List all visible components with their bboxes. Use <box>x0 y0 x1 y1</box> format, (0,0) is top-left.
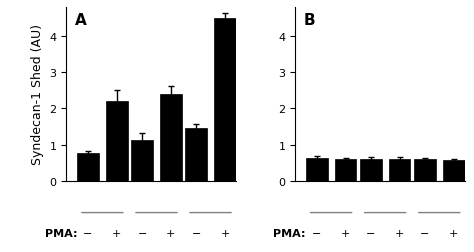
Text: +: + <box>395 228 404 238</box>
Bar <box>306 159 328 181</box>
Text: −: − <box>366 228 375 238</box>
Text: PMA:: PMA: <box>273 228 306 238</box>
Text: −: − <box>137 228 147 238</box>
Bar <box>389 159 410 181</box>
Text: +: + <box>341 228 350 238</box>
Bar <box>414 160 436 181</box>
Text: +: + <box>166 228 175 238</box>
Bar <box>131 141 153 181</box>
Bar <box>160 94 182 181</box>
Text: −: − <box>191 228 201 238</box>
Text: −: − <box>420 228 429 238</box>
Bar <box>185 128 207 181</box>
Text: +: + <box>220 228 230 238</box>
Bar <box>360 159 382 181</box>
Bar <box>214 18 236 181</box>
Text: −: − <box>312 228 321 238</box>
Bar <box>106 102 128 181</box>
Text: PMA:: PMA: <box>45 228 77 238</box>
Y-axis label: Syndecan-1 Shed (AU): Syndecan-1 Shed (AU) <box>31 24 44 165</box>
Text: −: − <box>83 228 93 238</box>
Text: B: B <box>303 13 315 28</box>
Text: +: + <box>449 228 458 238</box>
Bar <box>77 153 99 181</box>
Bar <box>443 161 465 181</box>
Text: A: A <box>75 13 87 28</box>
Bar <box>335 160 356 181</box>
Text: +: + <box>112 228 121 238</box>
